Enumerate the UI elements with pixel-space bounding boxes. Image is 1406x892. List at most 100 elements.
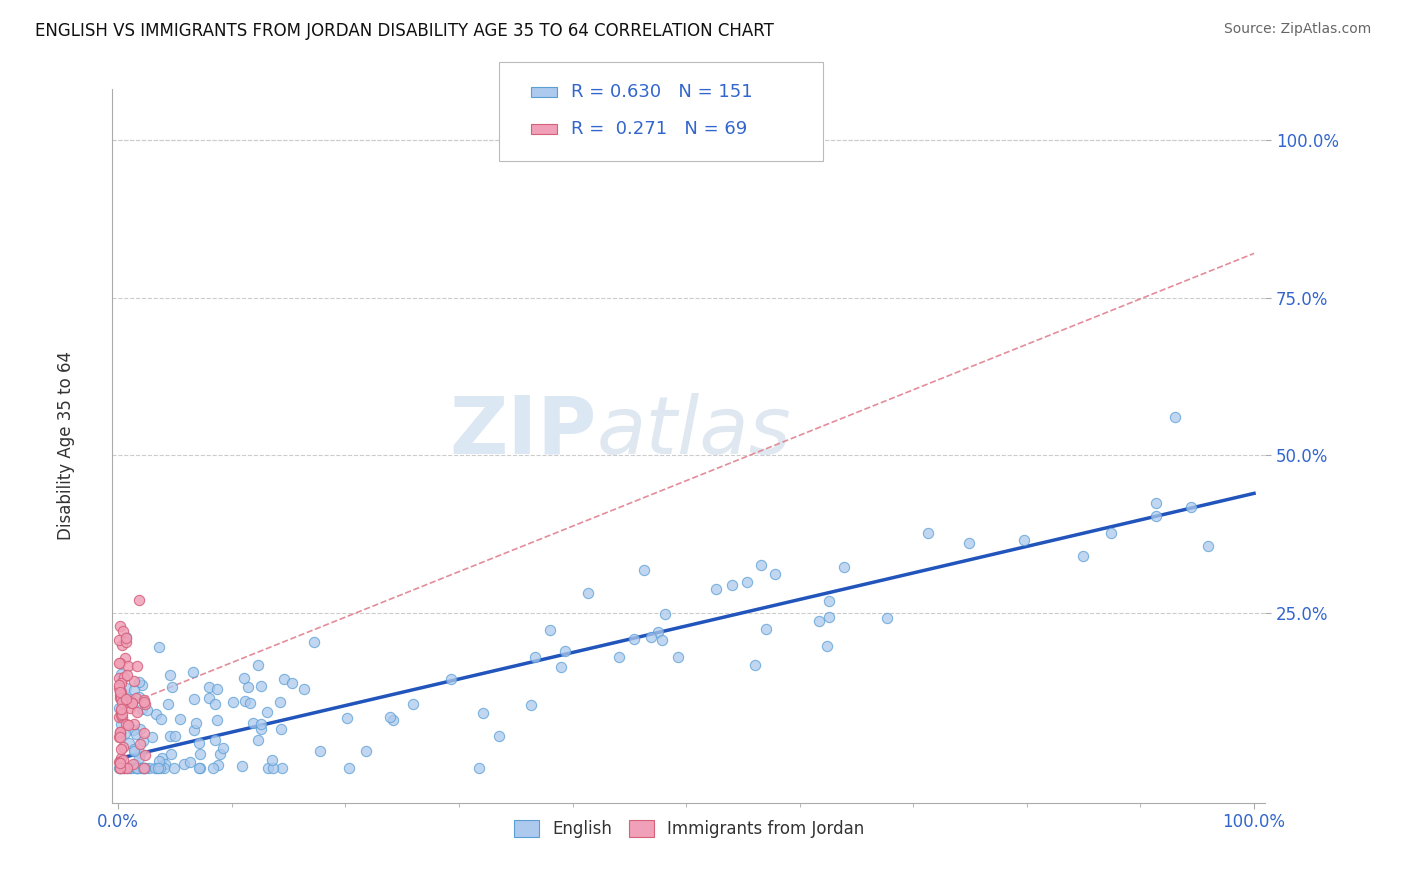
Point [125, 690, 148, 705]
Point [202, 761, 225, 775]
Point [145, 706, 167, 721]
Point [128, 690, 150, 704]
Point [186, 716, 208, 731]
Point [197, 691, 219, 706]
Point [647, 624, 669, 639]
Point [110, 638, 132, 652]
Point [108, 688, 131, 702]
Point [110, 761, 132, 775]
Point [108, 710, 131, 724]
Point [250, 722, 273, 736]
Point [110, 707, 132, 722]
Point [122, 674, 145, 689]
Point [242, 716, 264, 731]
Point [468, 761, 491, 775]
Point [111, 753, 134, 767]
Point [115, 761, 138, 775]
Point [146, 761, 169, 775]
Point [136, 703, 159, 717]
Point [538, 623, 561, 637]
Point [112, 696, 135, 710]
Point [108, 725, 131, 739]
Point [131, 678, 153, 692]
Point [128, 674, 150, 689]
Point [623, 632, 645, 646]
Point [281, 675, 304, 690]
Text: ZIP: ZIP [450, 392, 596, 471]
Point [247, 733, 270, 747]
Point [271, 761, 294, 775]
Point [231, 758, 253, 772]
Point [143, 761, 166, 775]
Point [260, 753, 283, 767]
Point [162, 680, 184, 694]
Point [134, 761, 156, 775]
Point [110, 666, 132, 681]
Point [440, 672, 463, 686]
Point [337, 761, 360, 775]
Point [205, 682, 228, 697]
Point [108, 701, 131, 715]
Point [1180, 500, 1202, 514]
Point [110, 619, 132, 633]
Point [188, 736, 211, 750]
Point [108, 684, 131, 698]
Point [256, 705, 278, 719]
Point [124, 756, 146, 771]
Point [633, 563, 655, 577]
Point [141, 730, 163, 744]
Point [246, 657, 269, 672]
Point [110, 730, 132, 744]
Point [115, 635, 138, 649]
Point [112, 761, 135, 775]
Point [382, 713, 405, 727]
Point [108, 671, 131, 685]
Point [735, 575, 758, 590]
Point [110, 717, 132, 731]
Point [112, 761, 135, 775]
Point [207, 757, 229, 772]
Point [122, 682, 145, 697]
Point [114, 631, 136, 645]
Point [222, 695, 245, 709]
Point [818, 594, 841, 608]
Point [129, 738, 152, 752]
Point [188, 747, 211, 761]
Point [302, 634, 325, 648]
Point [239, 696, 262, 710]
Point [115, 681, 138, 696]
Point [108, 656, 131, 670]
Point [120, 761, 142, 775]
Point [134, 693, 156, 707]
Point [108, 633, 131, 648]
Point [125, 727, 148, 741]
Point [128, 751, 150, 765]
Point [336, 711, 359, 725]
Point [654, 607, 676, 621]
Point [183, 723, 205, 738]
Point [121, 696, 143, 710]
Legend: English, Immigrants from Jordan: English, Immigrants from Jordan [508, 813, 870, 845]
Point [832, 560, 855, 574]
Point [249, 679, 271, 693]
Point [108, 685, 131, 699]
Point [107, 756, 129, 770]
Point [115, 692, 138, 706]
Point [159, 729, 181, 743]
Point [125, 761, 148, 775]
Point [127, 761, 149, 775]
Point [134, 761, 156, 775]
Point [110, 685, 132, 699]
Point [120, 693, 142, 707]
Point [110, 702, 132, 716]
Point [128, 592, 150, 607]
Point [150, 750, 173, 764]
Point [110, 676, 132, 690]
Point [146, 761, 169, 775]
Point [110, 761, 132, 775]
Point [471, 706, 494, 720]
Point [749, 558, 772, 573]
Point [129, 761, 152, 775]
Point [188, 761, 211, 775]
Point [127, 761, 149, 775]
